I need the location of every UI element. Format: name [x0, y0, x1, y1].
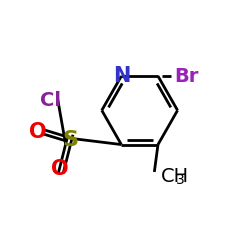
Text: S: S [62, 130, 78, 150]
Text: Br: Br [174, 66, 198, 86]
Text: O: O [52, 159, 69, 179]
Text: 3: 3 [176, 173, 185, 187]
Text: Cl: Cl [40, 91, 61, 110]
Text: CH: CH [160, 167, 188, 186]
Text: O: O [30, 122, 47, 142]
Text: N: N [113, 66, 130, 86]
